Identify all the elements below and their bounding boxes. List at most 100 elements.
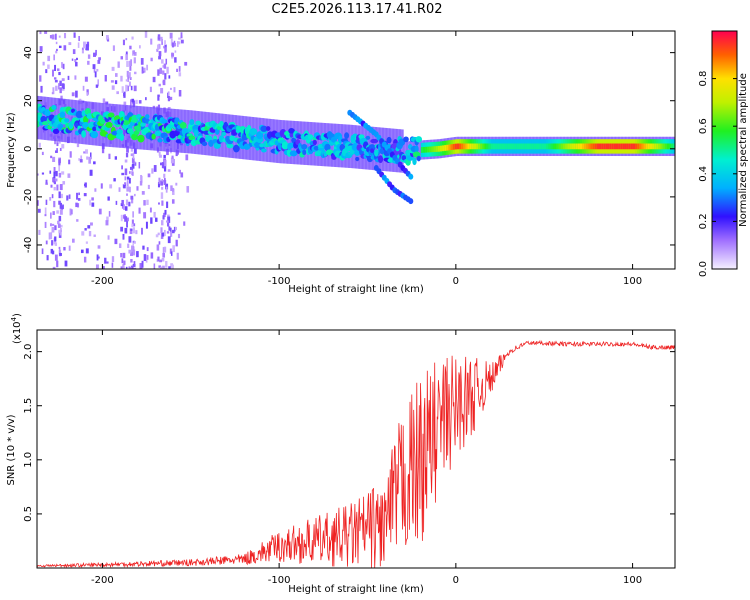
spectrogram-speckle <box>125 79 129 82</box>
spectrogram-cell <box>193 130 199 138</box>
spectrogram-speckle <box>131 98 135 103</box>
spectrogram-speckle <box>54 236 57 242</box>
spectrogram-speckle <box>132 152 135 160</box>
spectrogram-marks <box>37 31 675 269</box>
spectrogram-speckle <box>178 66 181 72</box>
spectrogram-cell <box>673 143 675 150</box>
spectrogram-cell <box>548 143 551 150</box>
spectrogram-y-ticks: -40 -20 0 20 40 <box>23 46 675 253</box>
colorbar: 0.0 0.2 0.4 0.6 0.8 Normalized spectral ampl… <box>698 30 749 277</box>
spectrogram-speckle <box>41 151 44 156</box>
spectrogram-speckle <box>142 70 145 74</box>
spectrogram-halo <box>172 108 175 153</box>
spectrogram-speckle <box>49 232 53 240</box>
spectrogram-speckle <box>130 85 133 91</box>
spectrogram-cell <box>90 130 99 139</box>
spectrogram-speckle <box>77 42 80 48</box>
spectrogram-speckle <box>129 186 131 193</box>
spectrogram-speckle <box>53 180 56 185</box>
snr-y-label: SNR (10 * v/v) <box>6 414 17 485</box>
spectrogram-speckle <box>104 75 107 82</box>
spectrogram-halo <box>219 113 222 157</box>
spectrogram-y-tick-label: 0 <box>23 146 34 152</box>
spectrogram-speckle <box>167 236 171 244</box>
colorbar-tick-label: 0.4 <box>698 166 709 182</box>
spectrogram-speckle <box>174 42 177 47</box>
spectrogram-speckle <box>161 200 164 206</box>
spectrogram-speckle <box>122 215 126 219</box>
spectrogram-cell <box>105 121 113 129</box>
spectrogram-cell <box>526 143 530 150</box>
spectrogram-speckle <box>125 84 128 92</box>
spectrogram-x-tick-label: 100 <box>623 276 642 287</box>
spectrogram-speckle <box>172 229 175 234</box>
spectrogram-speckle <box>78 158 80 161</box>
spectrogram-cell <box>490 143 494 150</box>
spectrogram-cell <box>599 143 602 150</box>
spectrogram-speckle <box>162 253 166 258</box>
spectrogram-speckle <box>53 77 57 80</box>
spectrogram-speckle <box>60 224 63 228</box>
spectrogram-speckle <box>49 223 52 227</box>
spectrogram-halo <box>234 115 237 159</box>
spectrogram-speckle <box>127 75 130 82</box>
spectrogram-speckle <box>133 85 137 92</box>
spectrogram-cell <box>626 143 630 150</box>
spectrogram-speckle <box>72 238 75 243</box>
spectrogram-speckle <box>121 165 124 170</box>
spectrogram-speckle <box>97 79 99 87</box>
spectrogram-halo <box>316 122 319 166</box>
spectrogram-x-label: Height of straight line (km) <box>288 284 424 295</box>
colorbar-tick-label: 0.0 <box>698 261 709 277</box>
spectrogram-speckle <box>111 262 114 268</box>
spectrogram-speckle <box>125 53 128 61</box>
spectrogram-halo <box>213 112 216 157</box>
spectrogram-speckle <box>121 172 125 176</box>
spectrogram-halo <box>113 104 116 148</box>
snr-series-line <box>37 339 675 568</box>
spectrogram-speckle <box>150 57 153 62</box>
spectrogram-speckle <box>164 209 167 215</box>
spectrogram-speckle <box>47 64 50 69</box>
spectrogram-speckle <box>59 147 62 151</box>
spectrogram-speckle <box>120 266 123 269</box>
spectrogram-halo <box>191 110 194 154</box>
spectrogram-speckle <box>87 225 91 229</box>
spectrogram-speckle <box>133 51 137 56</box>
spectrogram-speckle <box>156 48 159 52</box>
spectrogram-speckle <box>88 231 92 237</box>
spectrogram-speckle <box>61 78 65 82</box>
spectrogram-speckle <box>126 223 128 226</box>
spectrogram-speckle <box>174 226 178 231</box>
spectrogram-cell <box>412 157 417 166</box>
spectrogram-cell <box>592 143 596 150</box>
spectrogram-cell <box>324 143 331 152</box>
spectrogram-speckle <box>77 203 80 208</box>
spectrogram-speckle <box>171 42 175 48</box>
spectrogram-speckle <box>85 241 88 244</box>
spectrogram-cell <box>444 145 447 151</box>
spectrogram-speckle <box>37 173 39 176</box>
spectrogram-speckle <box>74 75 77 80</box>
spectrogram-cell <box>552 143 555 150</box>
spectrogram-cell <box>452 143 456 150</box>
spectrogram-speckle <box>171 155 174 159</box>
spectrogram-speckle <box>175 182 178 186</box>
spectrogram-speckle <box>164 47 167 53</box>
spectrogram-cell <box>662 143 666 150</box>
spectrogram-speckle <box>71 58 74 61</box>
spectrogram-cell <box>344 132 350 139</box>
spectrogram-cell <box>119 133 125 142</box>
spectrogram-halo <box>236 115 239 159</box>
spectrogram-speckle <box>166 148 169 156</box>
spectrogram-cell <box>386 136 392 144</box>
spectrogram-speckle <box>176 68 178 72</box>
spectrogram-halo <box>290 120 293 164</box>
spectrogram-speckle <box>163 212 166 218</box>
spectrogram-speckle <box>163 154 166 159</box>
spectrogram-speckle <box>51 69 54 77</box>
spectrogram-cell <box>639 143 642 150</box>
spectrogram-cell <box>590 143 594 150</box>
spectrogram-speckle <box>163 63 167 69</box>
